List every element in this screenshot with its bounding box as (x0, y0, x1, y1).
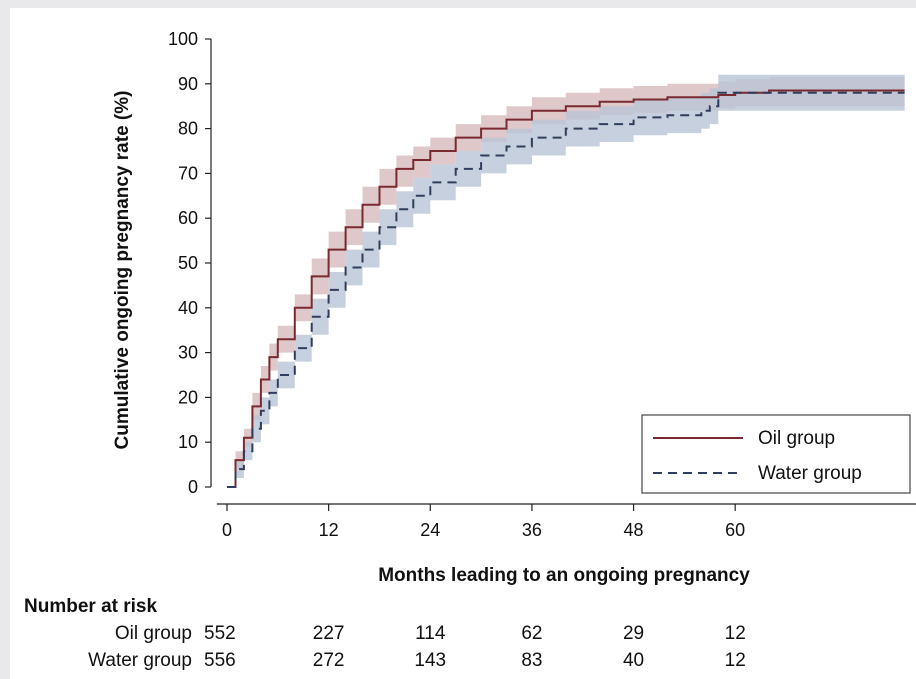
curve-oil (227, 89, 905, 488)
risk-value: 62 (521, 623, 542, 644)
legend-label-oil: Oil group (758, 428, 835, 449)
x-tick-label: 36 (522, 520, 542, 540)
risk-value: 12 (725, 623, 746, 644)
number-at-risk-table: Number at risk Oil group 552 227 114 62 29 12 W… (24, 596, 746, 671)
y-tick-label: 40 (178, 298, 198, 318)
x-tick-label: 12 (319, 520, 339, 540)
y-tick-label: 30 (178, 343, 198, 363)
x-tick-label: 48 (624, 520, 644, 540)
y-tick-label: 70 (178, 163, 198, 183)
y-tick-label: 0 (188, 477, 198, 497)
x-axis-title: Months leading to an ongoing pregnancy (378, 565, 750, 586)
risk-table-title: Number at risk (24, 596, 157, 617)
y-tick-label: 50 (178, 253, 198, 273)
y-tick-label: 90 (178, 74, 198, 94)
legend: Oil group Water group (641, 414, 911, 494)
risk-value: 143 (414, 650, 446, 671)
y-tick-label: 100 (168, 29, 198, 49)
x-tick-label: 0 (222, 520, 232, 540)
risk-value: 552 (204, 623, 236, 644)
risk-value: 83 (521, 650, 542, 671)
risk-value: 114 (415, 623, 446, 644)
risk-value: 12 (725, 650, 746, 671)
y-tick-label: 80 (178, 119, 198, 139)
y-tick-label: 20 (178, 387, 198, 407)
axes: 0 10 20 30 40 50 60 70 80 90 100 0 12 24 36 48 60 (168, 29, 916, 540)
y-axis-title: Cumulative ongoing pregnancy rate (%) (112, 91, 133, 450)
risk-value: 272 (313, 650, 345, 671)
legend-label-water: Water group (758, 463, 862, 484)
curves (227, 89, 905, 488)
x-tick-label: 60 (725, 520, 745, 540)
legend-box (641, 414, 911, 494)
risk-value: 29 (623, 623, 644, 644)
y-tick-label: 60 (178, 208, 198, 228)
figure-panel: 0 10 20 30 40 50 60 70 80 90 100 0 12 24 36 48 60 Cumula… (10, 8, 916, 679)
risk-value: 40 (623, 650, 644, 671)
risk-value: 227 (313, 623, 345, 644)
y-tick-label: 10 (178, 432, 198, 452)
risk-row-label: Water group (88, 650, 192, 671)
x-tick-label: 24 (420, 520, 440, 540)
curve-water (227, 91, 905, 488)
risk-value: 556 (204, 650, 236, 671)
risk-row-label: Oil group (115, 623, 192, 644)
survival-chart: 0 10 20 30 40 50 60 70 80 90 100 0 12 24 36 48 60 Cumula… (24, 29, 916, 671)
